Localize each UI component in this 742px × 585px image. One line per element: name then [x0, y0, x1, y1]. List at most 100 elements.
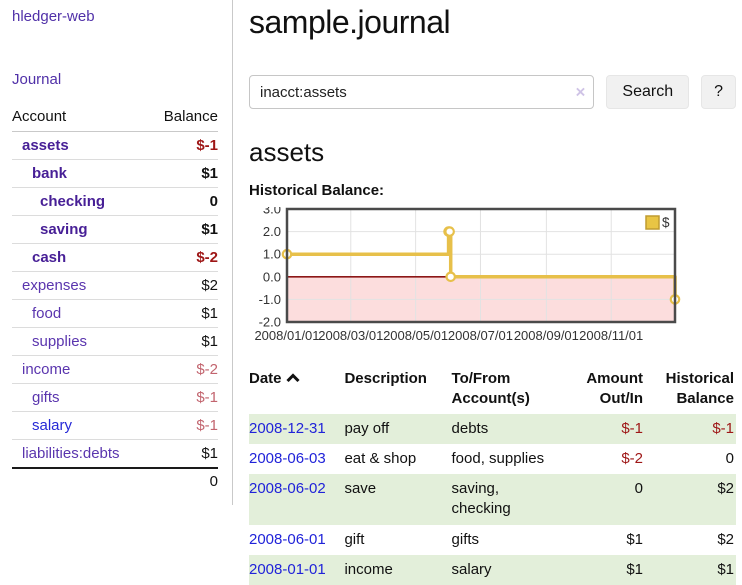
clear-search-icon[interactable]: × [575, 84, 585, 101]
transaction-accounts: gifts [452, 525, 559, 555]
transaction-date-link[interactable]: 2008-12-31 [249, 420, 326, 437]
account-link-salary[interactable]: salary [32, 417, 72, 434]
svg-text:-1.0: -1.0 [259, 292, 281, 307]
account-balance: $-1 [149, 384, 218, 412]
account-link-liabilities-debts[interactable]: liabilities:debts [22, 445, 120, 462]
sidebar: hledger-web Journal Account Balance asse… [0, 0, 233, 505]
account-link-gifts[interactable]: gifts [32, 389, 60, 406]
accounts-header-account: Account [12, 104, 149, 132]
register-header-amount: Amount Out/In [558, 365, 645, 414]
account-link-checking[interactable]: checking [40, 193, 105, 210]
transaction-date-link[interactable]: 2008-01-01 [249, 561, 326, 578]
account-balance: $-1 [149, 132, 218, 160]
account-balance: 0 [149, 188, 218, 216]
transaction-accounts: debts [452, 414, 559, 444]
register-header-balance: Historical Balance [645, 365, 736, 414]
account-balance: $-2 [149, 356, 218, 384]
account-row: expenses $2 [12, 272, 218, 300]
sort-ascending-icon [286, 369, 300, 389]
account-row: assets $-1 [12, 132, 218, 160]
account-link-supplies[interactable]: supplies [32, 333, 87, 350]
account-row: liabilities:debts $1 [12, 440, 218, 469]
account-row: salary $-1 [12, 412, 218, 440]
transaction-description: income [344, 555, 451, 585]
register-header-description: Description [344, 365, 451, 414]
transaction-amount: $1 [558, 525, 645, 555]
help-button[interactable]: ? [701, 75, 736, 109]
account-row: supplies $1 [12, 328, 218, 356]
svg-text:2008/03/01: 2008/03/01 [318, 328, 383, 343]
svg-text:2.0: 2.0 [263, 224, 281, 239]
accounts-table: Account Balance assets $-1 bank $1 checking 0… [12, 104, 218, 495]
transaction-description: eat & shop [344, 444, 451, 474]
account-link-food[interactable]: food [32, 305, 61, 322]
data-point-marker [447, 273, 455, 281]
svg-text:3.0: 3.0 [263, 207, 281, 217]
brand-link[interactable]: hledger-web [12, 8, 218, 25]
account-row: bank $1 [12, 160, 218, 188]
account-balance: $-2 [149, 244, 218, 272]
account-balance: $1 [149, 440, 218, 469]
transaction-amount: $-1 [558, 414, 645, 444]
transaction-amount: 0 [558, 474, 645, 525]
transaction-balance: 0 [645, 444, 736, 474]
account-link-saving[interactable]: saving [40, 221, 88, 238]
transaction-amount: $-2 [558, 444, 645, 474]
accounts-header-balance: Balance [149, 104, 218, 132]
negative-region [288, 277, 674, 321]
chart-title: Historical Balance: [249, 182, 736, 199]
transaction-date-link[interactable]: 2008-06-03 [249, 450, 326, 467]
main-content: sample.journal × Search ? assets Histori… [233, 0, 742, 585]
svg-text:2008/01/01: 2008/01/01 [254, 328, 319, 343]
account-link-expenses[interactable]: expenses [22, 277, 86, 294]
register-table: Date Description To/From Account(s) Amou… [249, 365, 736, 585]
search-button[interactable]: Search [606, 75, 689, 109]
account-balance: $1 [149, 216, 218, 244]
transaction-amount: $1 [558, 555, 645, 585]
account-balance: $1 [149, 328, 218, 356]
search-form: × Search ? [249, 75, 736, 109]
transaction-accounts: food, supplies [452, 444, 559, 474]
search-input[interactable] [249, 75, 594, 109]
search-box: × [249, 75, 594, 109]
transaction-accounts: salary [452, 555, 559, 585]
register-header-accounts: To/From Account(s) [452, 365, 559, 414]
data-point-marker [445, 227, 453, 235]
transaction-description: pay off [344, 414, 451, 444]
transaction-balance: $2 [645, 474, 736, 525]
account-balance: $2 [149, 272, 218, 300]
transaction-balance: $1 [645, 555, 736, 585]
transaction-date-link[interactable]: 2008-06-02 [249, 480, 326, 497]
svg-text:1.0: 1.0 [263, 247, 281, 262]
transaction-balance: $2 [645, 525, 736, 555]
legend-label: $ [662, 215, 670, 230]
account-row: gifts $-1 [12, 384, 218, 412]
account-row: food $1 [12, 300, 218, 328]
account-balance: $1 [149, 300, 218, 328]
chart-svg: $3.02.01.00.0-1.0-2.02008/01/012008/03/0… [249, 207, 685, 349]
register-header-date[interactable]: Date [249, 365, 344, 414]
transaction-description: gift [344, 525, 451, 555]
svg-text:2008/11/01: 2008/11/01 [579, 328, 643, 343]
account-balance: $1 [149, 160, 218, 188]
sidebar-item-journal[interactable]: Journal [12, 71, 218, 88]
account-balance: $-1 [149, 412, 218, 440]
account-link-cash[interactable]: cash [32, 249, 66, 266]
transaction-date-link[interactable]: 2008-06-01 [249, 531, 326, 548]
svg-text:2008/07/01: 2008/07/01 [448, 328, 513, 343]
account-link-income[interactable]: income [22, 361, 70, 378]
svg-text:2008/09/01: 2008/09/01 [514, 328, 579, 343]
legend-swatch [646, 216, 659, 229]
account-link-bank[interactable]: bank [32, 165, 67, 182]
svg-text:2008/05/01: 2008/05/01 [383, 328, 448, 343]
account-link-assets[interactable]: assets [22, 137, 69, 154]
transaction-balance: $-1 [645, 414, 736, 444]
